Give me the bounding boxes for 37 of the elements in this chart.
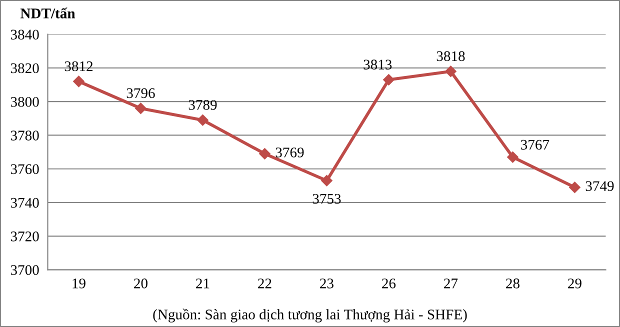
x-tick-label: 27 bbox=[444, 278, 458, 288]
data-label: 3813 bbox=[364, 60, 392, 70]
point bbox=[445, 66, 456, 77]
data-label: 3789 bbox=[188, 100, 217, 110]
y-tick-label: 3780 bbox=[10, 130, 39, 140]
data-label: 3812 bbox=[64, 61, 93, 72]
point bbox=[197, 114, 208, 126]
point bbox=[73, 76, 84, 88]
data-label: 3753 bbox=[312, 194, 341, 204]
x-tick-label: 28 bbox=[506, 278, 520, 288]
y-axis-title: NDT/tấn bbox=[20, 8, 76, 18]
data-label: 3749 bbox=[586, 181, 614, 192]
point bbox=[569, 182, 580, 193]
point bbox=[321, 175, 332, 186]
y-tick-label: 3760 bbox=[10, 164, 39, 174]
point bbox=[507, 151, 518, 163]
x-tick-label: 26 bbox=[382, 278, 396, 288]
x-tick-label: 20 bbox=[134, 278, 148, 288]
point bbox=[383, 74, 394, 86]
y-tick-label: 3740 bbox=[10, 198, 39, 208]
y-tick-label: 3700 bbox=[10, 265, 39, 275]
x-tick-label: 19 bbox=[72, 278, 86, 288]
y-tick-label: 3840 bbox=[10, 30, 39, 40]
data-label: 3818 bbox=[436, 51, 465, 62]
x-tick-label: 22 bbox=[258, 278, 272, 288]
x-tick-label: 29 bbox=[568, 278, 582, 288]
y-tick-label: 3800 bbox=[10, 96, 39, 107]
x-tick-label: 23 bbox=[320, 278, 334, 288]
y-tick-label: 3820 bbox=[10, 63, 39, 74]
data-label: 3769 bbox=[276, 148, 304, 158]
data-label: 3796 bbox=[126, 88, 155, 98]
point bbox=[135, 102, 146, 114]
y-tick-label: 3720 bbox=[10, 232, 39, 242]
text: (Nguồn: Sàn giao dịch tương lai Thượng Hải - SHFE) bbox=[153, 308, 467, 322]
data-label: 3767 bbox=[521, 140, 550, 150]
point bbox=[259, 148, 270, 160]
x-tick-label: 21 bbox=[196, 278, 210, 288]
